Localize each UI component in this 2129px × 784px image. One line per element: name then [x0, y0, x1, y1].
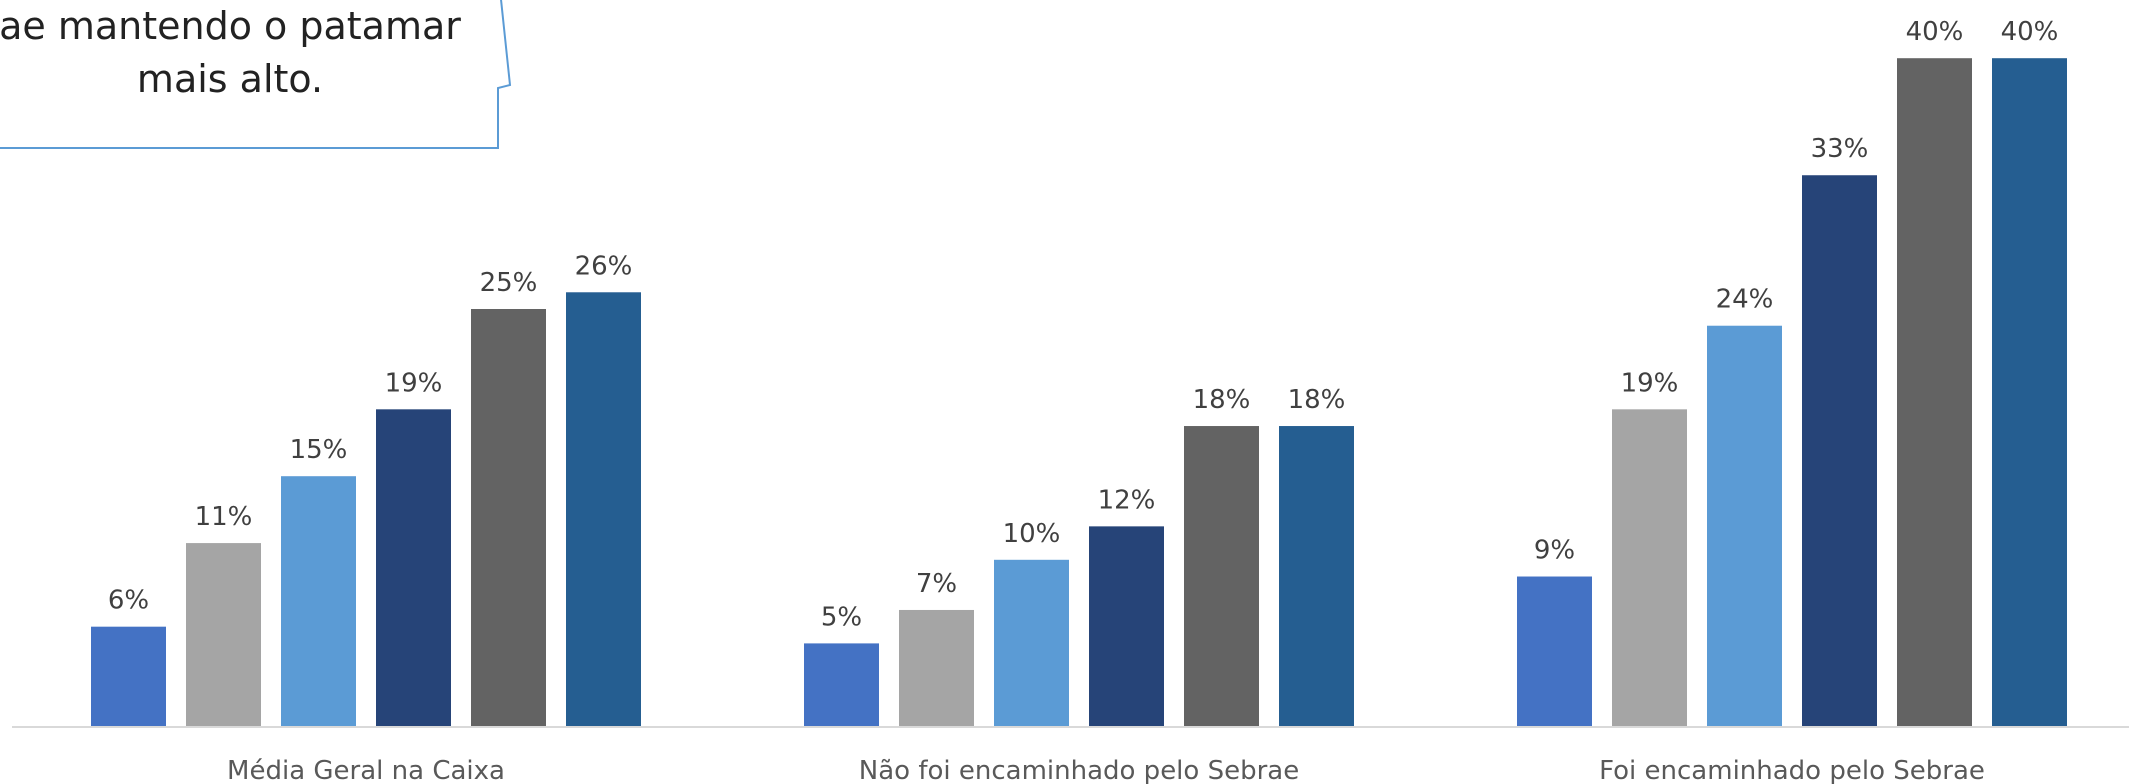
bar-2-0	[1517, 576, 1592, 727]
bar-1-1	[899, 609, 974, 727]
callout-line-1: ae mantendo o patamar	[0, 4, 461, 48]
bar-1-5	[1279, 426, 1354, 727]
bar-2-2	[1707, 325, 1782, 727]
data-label-0-2: 15%	[290, 435, 348, 465]
data-label-1-3: 12%	[1098, 485, 1156, 515]
bar-1-3	[1089, 526, 1164, 727]
bar-0-1	[186, 543, 261, 727]
category-label-1: Não foi encaminhado pelo Sebrae	[859, 756, 1299, 784]
data-label-2-2: 24%	[1716, 285, 1774, 315]
data-label-2-4: 40%	[1906, 17, 1964, 47]
bars-group	[91, 58, 2067, 728]
data-label-1-1: 7%	[916, 569, 957, 599]
data-label-2-3: 33%	[1811, 134, 1869, 164]
data-label-0-1: 11%	[195, 502, 253, 532]
bar-2-5	[1992, 58, 2067, 727]
bar-1-0	[804, 643, 879, 727]
data-label-0-0: 6%	[108, 586, 149, 616]
callout-text: ae mantendo o patamar mais alto.	[0, 0, 500, 106]
data-label-1-2: 10%	[1003, 519, 1061, 549]
category-label-0: Média Geral na Caixa	[227, 756, 505, 784]
bar-0-5	[566, 292, 641, 727]
bar-2-4	[1897, 58, 1972, 727]
data-label-1-0: 5%	[821, 602, 862, 632]
bar-0-3	[376, 409, 451, 727]
data-labels-group: 6% 11% 15% 19% 25% 26% 5% 7% 10% 12% 18% 18% 9% 19% 24…	[108, 17, 2059, 632]
bar-1-4	[1184, 426, 1259, 727]
data-label-1-4: 18%	[1193, 385, 1251, 415]
bar-0-0	[91, 626, 166, 727]
category-labels-group: Média Geral na Caixa Não foi encaminhado …	[227, 756, 1985, 784]
data-label-0-4: 25%	[480, 268, 538, 298]
data-label-2-1: 19%	[1621, 368, 1679, 398]
data-label-0-3: 19%	[385, 368, 443, 398]
callout-box	[0, 0, 512, 149]
callout-line-2: mais alto.	[136, 57, 324, 101]
data-label-2-0: 9%	[1534, 536, 1575, 566]
bar-0-4	[471, 309, 546, 727]
data-label-1-5: 18%	[1288, 385, 1346, 415]
bar-2-1	[1612, 409, 1687, 727]
bar-2-3	[1802, 175, 1877, 728]
data-label-0-5: 26%	[575, 251, 633, 281]
bar-0-2	[281, 476, 356, 727]
data-label-2-5: 40%	[2001, 17, 2059, 47]
bar-1-2	[994, 559, 1069, 727]
category-label-2: Foi encaminhado pelo Sebrae	[1599, 756, 1985, 784]
